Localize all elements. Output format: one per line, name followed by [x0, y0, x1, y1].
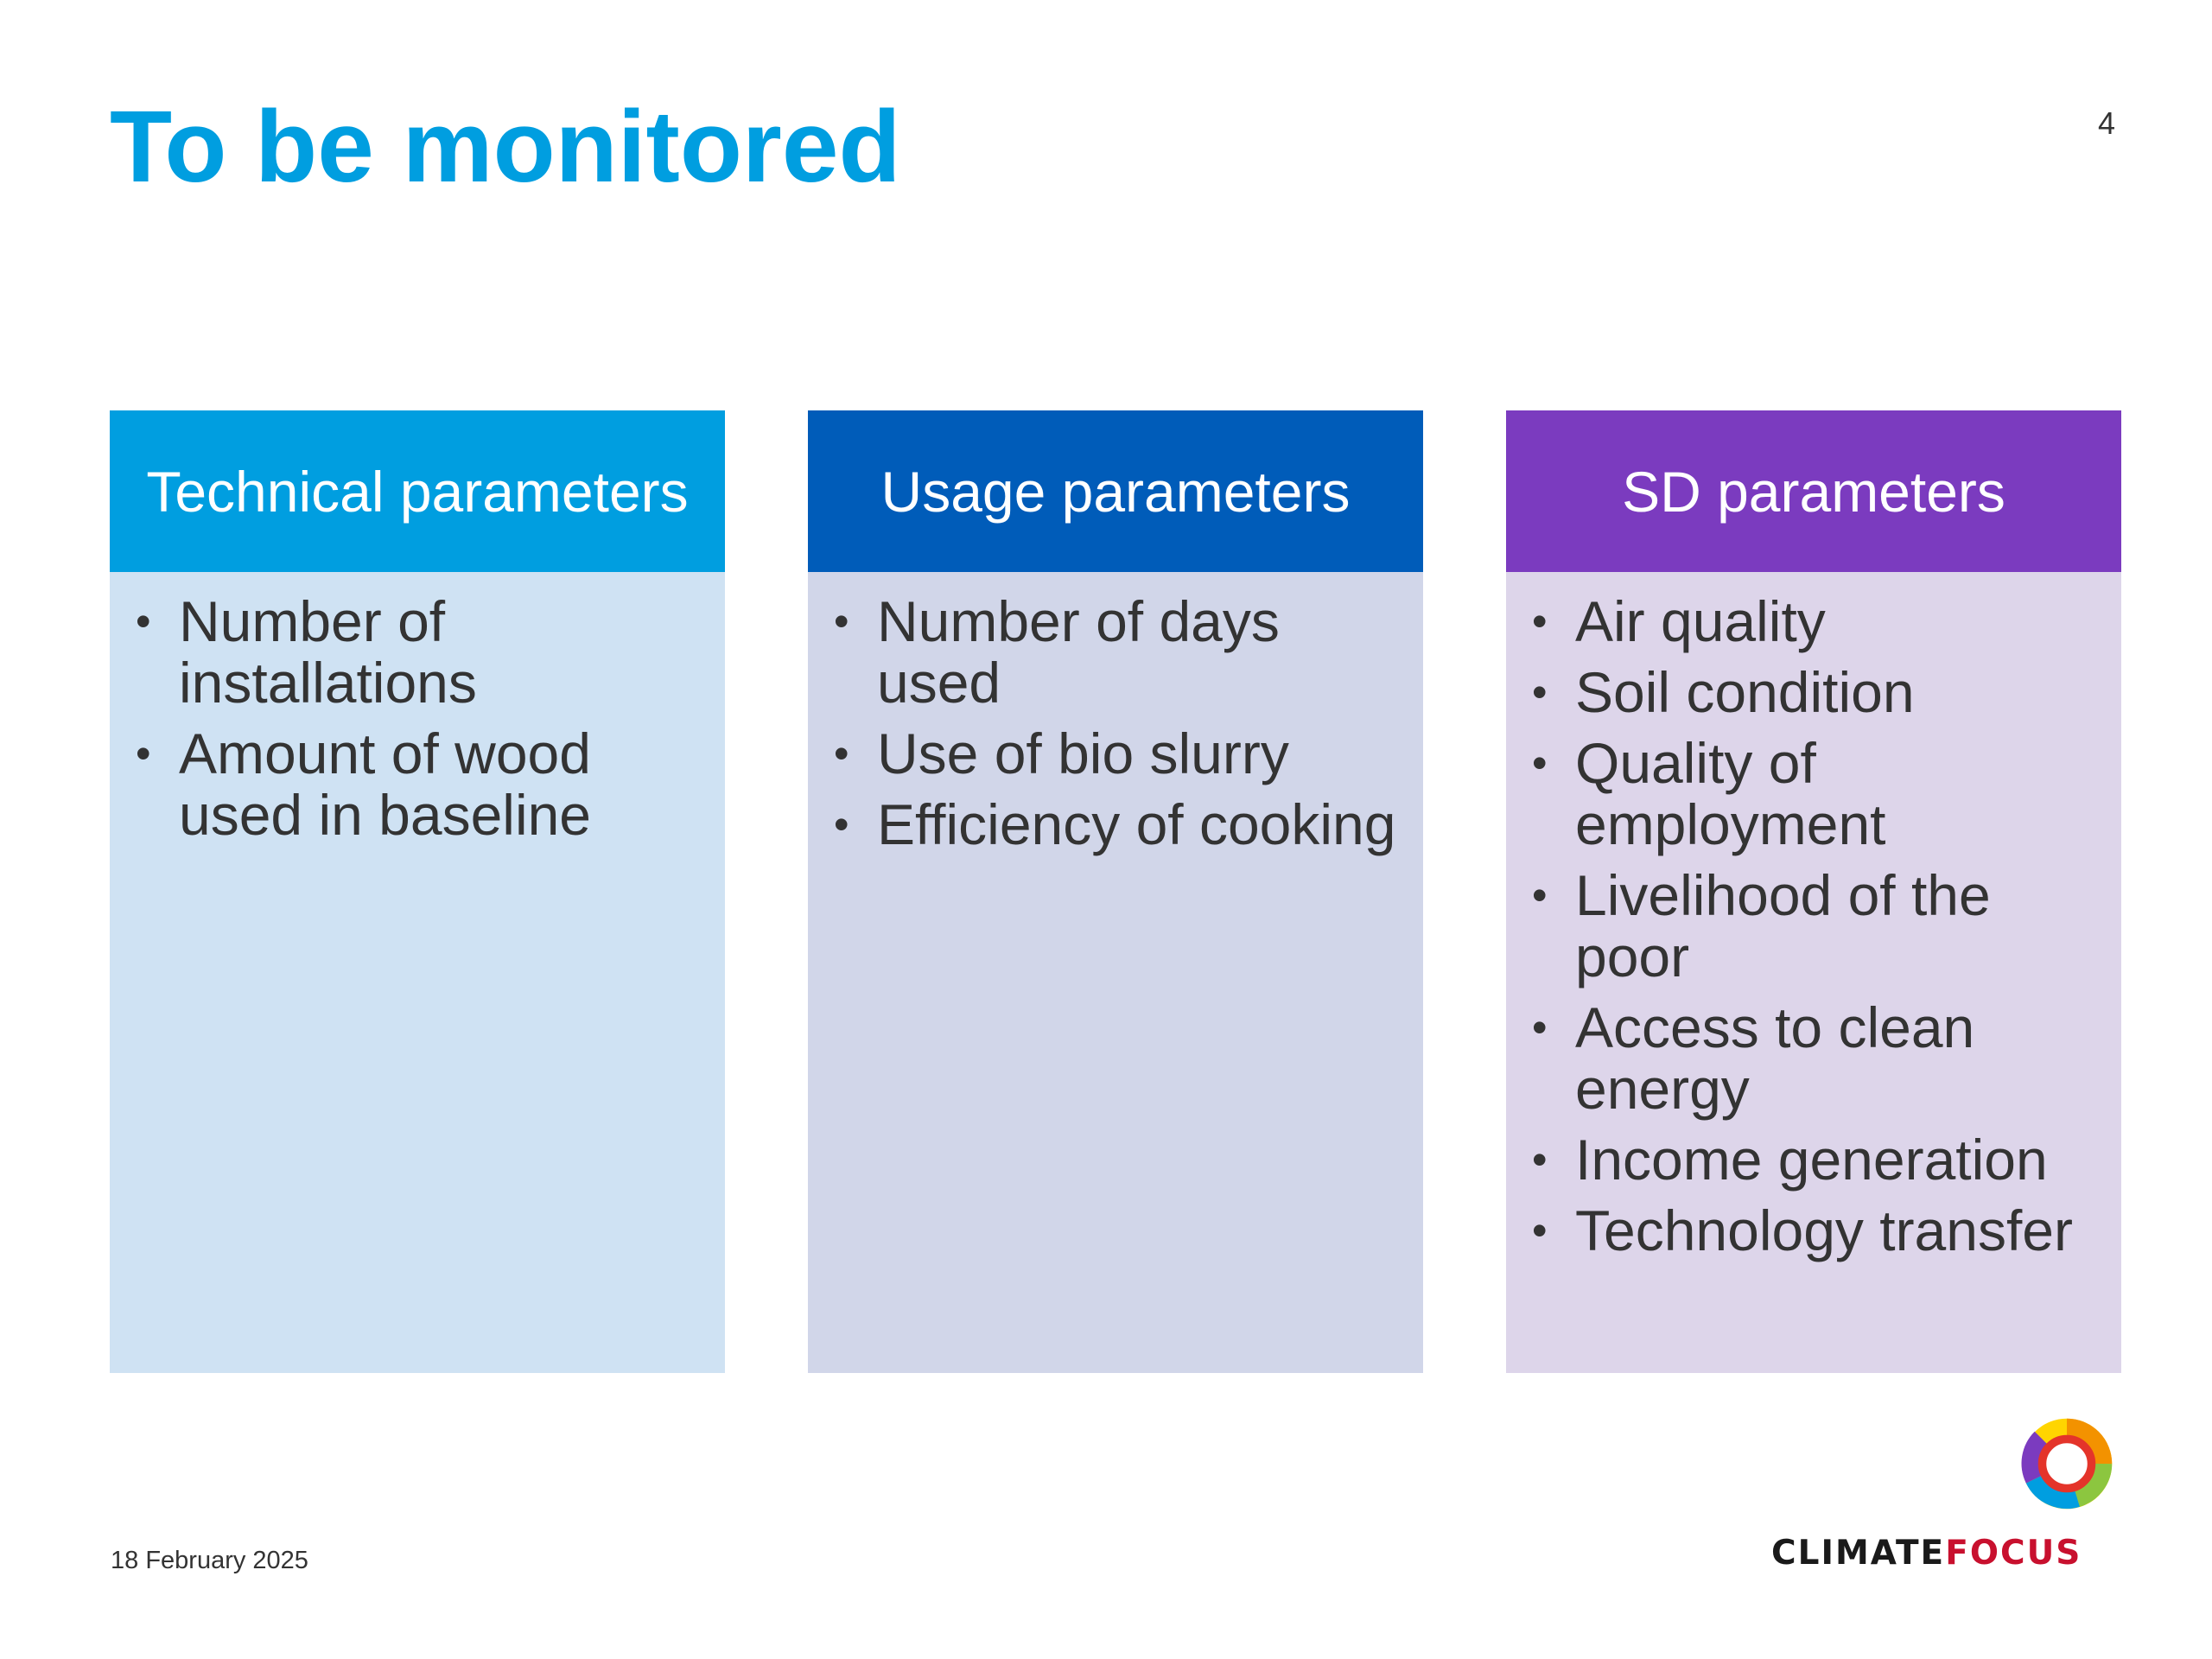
technical-parameters-column: Technical parameters • Number of installa…: [110, 410, 725, 1373]
list-item: • Income generation: [1532, 1129, 2095, 1191]
list-item-text: Quality of employment: [1575, 731, 1886, 856]
bullet-icon: •: [136, 729, 151, 778]
bullet-icon: •: [136, 597, 151, 645]
list-item: • Efficiency of cooking: [834, 794, 1397, 855]
logo-text-focus: FOCUS: [1945, 1534, 2082, 1573]
bullet-icon: •: [834, 597, 849, 645]
sd-parameters-column: SD parameters • Air quality • Soil conditi…: [1506, 410, 2121, 1373]
bullet-icon: •: [1532, 668, 1548, 716]
bullet-list: • Air quality • Soil condition • Quality of…: [1532, 591, 2095, 1262]
list-item-text: Efficiency of cooking: [877, 792, 1396, 856]
list-item-text: Access to clean energy: [1575, 995, 1975, 1121]
list-item-text: Air quality: [1575, 589, 1826, 653]
climate-focus-logo: CLIMATEFOCUS: [1771, 1413, 2117, 1586]
bullet-icon: •: [1532, 597, 1548, 645]
bullet-icon: •: [834, 729, 849, 778]
list-item-text: Use of bio slurry: [877, 721, 1289, 785]
column-header: Usage parameters: [808, 410, 1423, 572]
logo-ring-icon: [2021, 1418, 2113, 1510]
list-item-text: Livelihood of the poor: [1575, 863, 1991, 988]
bullet-icon: •: [1532, 871, 1548, 919]
list-item: • Technology transfer: [1532, 1200, 2095, 1262]
list-item: • Use of bio slurry: [834, 723, 1397, 785]
list-item: • Number of installations: [136, 591, 699, 714]
bullet-list: • Number of installations • Amount of wood…: [136, 591, 699, 846]
list-item-text: Number of installations: [179, 589, 477, 715]
usage-parameters-column: Usage parameters • Number of days used • U…: [808, 410, 1423, 1373]
bullet-list: • Number of days used • Use of bio slurry …: [834, 591, 1397, 855]
slide-title: To be monitored: [110, 90, 901, 204]
column-body: • Number of installations • Amount of wood…: [110, 572, 725, 1373]
list-item: • Quality of employment: [1532, 733, 2095, 855]
bullet-icon: •: [1532, 1135, 1548, 1184]
bullet-icon: •: [1532, 1003, 1548, 1052]
list-item: • Access to clean energy: [1532, 997, 2095, 1120]
page-number: 4: [2097, 105, 2115, 141]
list-item: • Air quality: [1532, 591, 2095, 652]
bullet-icon: •: [1532, 739, 1548, 787]
logo-wordmark: CLIMATEFOCUS: [1771, 1534, 2082, 1573]
list-item-text: Technology transfer: [1575, 1198, 2073, 1262]
list-item-text: Income generation: [1575, 1128, 2048, 1192]
column-body: • Air quality • Soil condition • Quality of…: [1506, 572, 2121, 1373]
list-item-text: Number of days used: [877, 589, 1280, 715]
list-item: • Amount of wood used in baseline: [136, 723, 699, 846]
list-item: • Soil condition: [1532, 662, 2095, 723]
list-item-text: Soil condition: [1575, 660, 1915, 724]
list-item: • Livelihood of the poor: [1532, 865, 2095, 988]
column-body: • Number of days used • Use of bio slurry …: [808, 572, 1423, 1373]
bullet-icon: •: [1532, 1206, 1548, 1255]
column-header: SD parameters: [1506, 410, 2121, 572]
list-item: • Number of days used: [834, 591, 1397, 714]
column-header: Technical parameters: [110, 410, 725, 572]
list-item-text: Amount of wood used in baseline: [179, 721, 592, 847]
footer-date: 18 February 2025: [111, 1547, 308, 1574]
logo-text-climate: CLIMATE: [1771, 1534, 1946, 1573]
bullet-icon: •: [834, 800, 849, 849]
